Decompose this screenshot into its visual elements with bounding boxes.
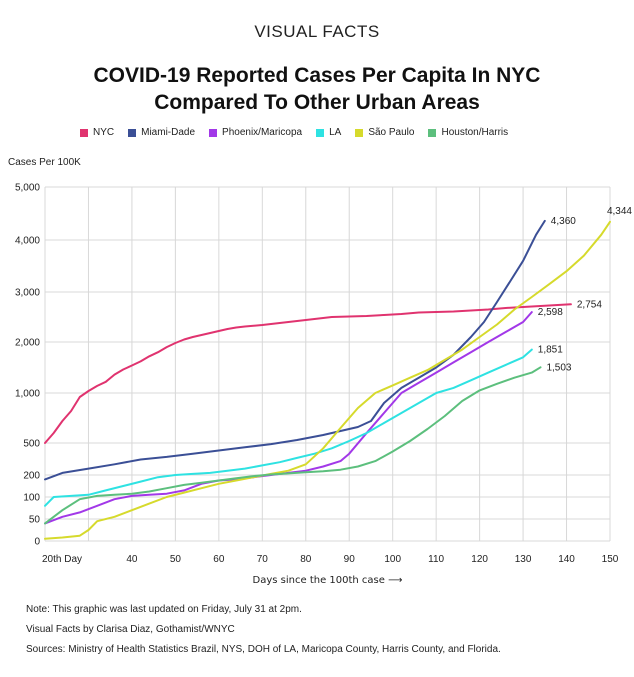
x-tick-label: 100 [384,554,401,565]
legend-item-la: LA [316,127,341,138]
y-tick-label: 4,000 [15,236,40,247]
legend-item-miami-dade: Miami-Dade [128,127,195,138]
end-label-la: 1,851 [538,345,563,356]
x-tick-label: 40 [126,554,138,565]
legend-swatch [428,128,437,137]
x-tick-label: 50 [170,554,182,565]
legend-item-s-o-paulo: São Paulo [355,127,414,138]
y-tick-label: 50 [29,515,41,526]
legend-label: Houston/Harris [441,127,509,138]
y-axis-title: Cases Per 100K [8,157,81,168]
sources-line: Sources: Ministry of Health Statistics B… [26,644,501,655]
legend-label: São Paulo [368,127,415,138]
legend-swatch [355,128,364,137]
legend-label: Phoenix/Maricopa [222,127,303,138]
legend-swatch [128,128,137,137]
legend-swatch [316,128,325,137]
legend-label: Miami-Dade [141,127,196,138]
line-chart: Cases Per 100K 0 50 100 200 500 1,000 2,000 3,00… [8,157,632,586]
x-tick-label: 80 [300,554,312,565]
legend-swatch [209,128,218,137]
chart-title-line-1: COVID-19 Reported Cases Per Capita In NY… [93,64,541,87]
y-tick-label: 5,000 [15,183,40,194]
series-line-s-o-paulo [44,220,611,540]
y-tick-label: 3,000 [15,288,40,299]
legend-item-nyc: NYC [80,127,114,138]
legend-item-phoenix-maricopa: Phoenix/Maricopa [209,127,302,138]
x-axis-title: Days since the 100th case ⟶ [253,575,403,586]
brand-header: VISUAL FACTS [254,22,380,41]
end-label-phoenix-maricopa: 2,598 [538,307,563,318]
x-tick-label: 70 [257,554,269,565]
end-label-miami-dade: 4,360 [551,216,576,227]
y-tick-label: 2,000 [15,338,40,349]
x-tick-label: 150 [602,554,619,565]
x-tick-label: 120 [471,554,488,565]
x-tick-label: 60 [213,554,225,565]
series-line-phoenix-maricopa [44,311,533,525]
end-label-houston-harris: 1,503 [546,362,571,373]
series-line-miami-dade [44,219,546,481]
chart-legend: NYC Miami-Dade Phoenix/Maricopa LA São Paulo… [80,127,560,138]
legend-label: NYC [93,127,115,138]
x-tick-label: 130 [515,554,532,565]
update-note: Note: This graphic was last updated on F… [26,604,302,615]
y-tick-label: 100 [23,493,40,504]
series-line-houston-harris [44,366,542,525]
y-tick-label: 1,000 [15,389,40,400]
series-line-la [44,348,533,507]
end-label-s-o-paulo: 4,344 [607,206,632,217]
series-line-nyc [44,303,572,444]
legend-swatch [80,128,88,137]
y-tick-label: 200 [23,471,40,482]
y-tick-label: 500 [23,439,40,450]
chart-title: COVID-19 Reported Cases Per Capita In NY… [0,62,634,116]
x-tick-label: 140 [558,554,575,565]
legend-item-houston-harris: Houston/Harris [428,127,508,138]
x-tick-label: 90 [344,554,356,565]
x-tick-label: 20th Day [42,554,82,565]
y-tick-label: 0 [34,537,40,548]
legend-label: LA [329,127,342,138]
end-label-nyc: 2,754 [577,299,602,310]
x-tick-label: 110 [428,554,444,565]
credit-line: Visual Facts by Clarisa Diaz, Gothamist/… [26,624,235,635]
chart-title-line-2: Compared To Other Urban Areas [154,91,480,114]
